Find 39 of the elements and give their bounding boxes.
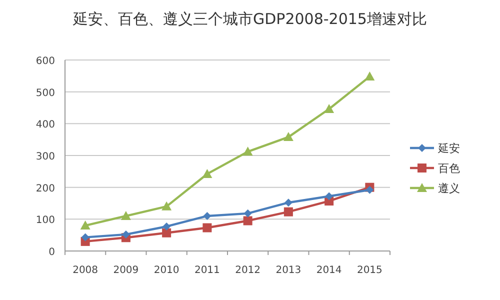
chart-title: 延安、百色、遵义三个城市GDP2008-2015增速对比 — [72, 10, 427, 28]
y-tick-label: 200 — [36, 183, 55, 194]
x-tick-label: 2010 — [154, 265, 180, 276]
x-tick-label: 2008 — [72, 265, 98, 276]
point — [162, 228, 172, 238]
x-tick-label: 2009 — [113, 265, 139, 276]
point — [162, 201, 172, 210]
point — [81, 233, 90, 242]
point — [325, 192, 334, 200]
point — [80, 220, 90, 230]
point — [242, 146, 253, 156]
legend-label: 百色 — [438, 162, 460, 175]
legend-label: 遵义 — [438, 182, 460, 195]
y-tick-label: 400 — [36, 120, 55, 131]
y-tick-label: 0 — [48, 247, 55, 258]
point — [366, 186, 374, 194]
point — [243, 216, 252, 226]
point — [122, 230, 130, 238]
x-tick-label: 2011 — [194, 265, 220, 276]
point — [284, 198, 292, 207]
point — [283, 132, 294, 142]
point — [120, 210, 131, 220]
y-tick-label: 500 — [36, 88, 55, 99]
legend-label: 延安 — [437, 142, 460, 155]
x-tick-label: 2014 — [316, 265, 342, 276]
point — [244, 209, 252, 218]
point — [202, 223, 212, 232]
point — [203, 212, 212, 220]
point — [324, 104, 334, 114]
y-tick-label: 100 — [36, 215, 55, 226]
point — [202, 168, 212, 178]
x-tick-label: 2012 — [235, 265, 261, 276]
point — [284, 207, 293, 216]
point — [162, 222, 171, 230]
x-tick-label: 2015 — [356, 265, 382, 276]
y-tick-label: 600 — [36, 56, 55, 67]
y-tick-label: 300 — [36, 152, 55, 162]
point — [364, 72, 375, 81]
x-tick-label: 2013 — [276, 265, 302, 276]
